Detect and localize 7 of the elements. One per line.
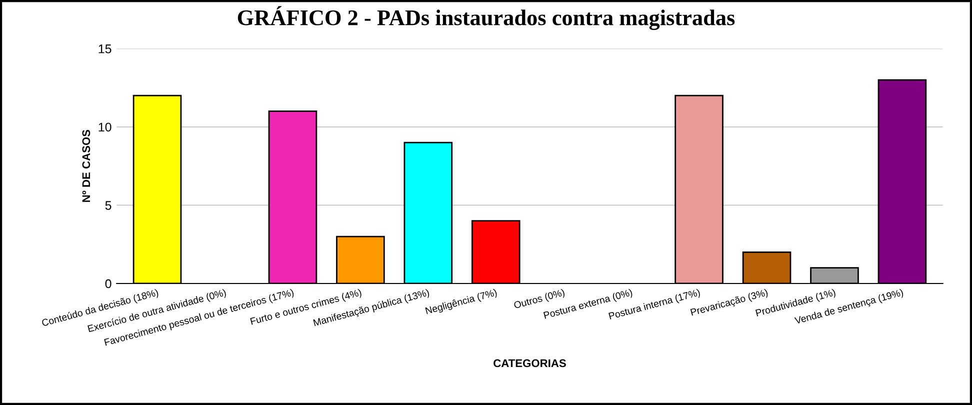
y-axis-title: Nº DE CASOS [82, 130, 90, 202]
y-tick-label: 5 [105, 201, 112, 210]
chart-title: GRÁFICO 2 - PADs instaurados contra magistradas [238, 6, 735, 30]
y-tick-label: 10 [98, 122, 112, 132]
x-axis-title: CATEGORIAS [494, 359, 566, 368]
y-tick-label: 0 [105, 279, 112, 288]
y-tick-label: 15 [98, 44, 112, 54]
